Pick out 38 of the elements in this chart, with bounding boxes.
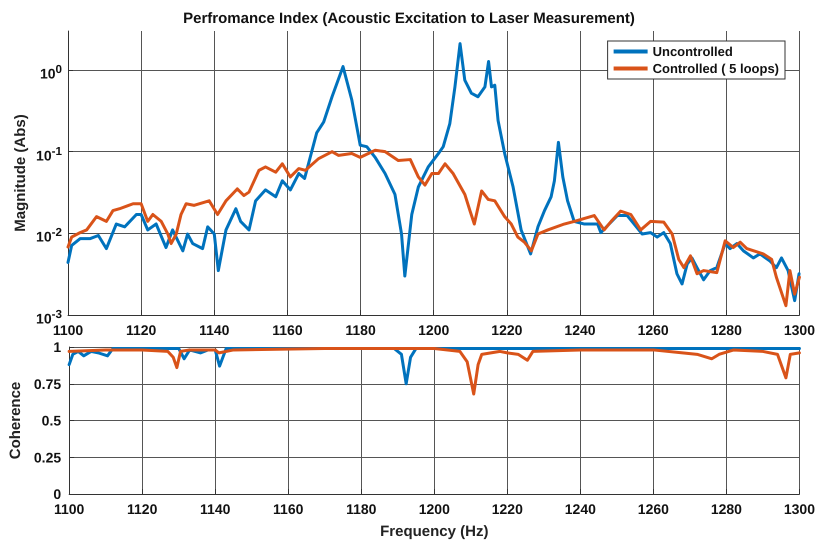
x-tick-label: 1140 xyxy=(200,501,231,517)
x-tick-label: 1280 xyxy=(710,322,742,338)
y-tick-label: 0 xyxy=(53,486,62,502)
x-tick-label: 1220 xyxy=(492,501,524,517)
x-tick-label: 1180 xyxy=(346,501,377,517)
x-tick-label: 1300 xyxy=(784,322,816,338)
x-tick-label: 1120 xyxy=(126,322,157,338)
legend-label: Uncontrolled xyxy=(652,44,733,59)
x-tick-label: 1140 xyxy=(199,322,230,338)
x-tick-label: 1200 xyxy=(418,322,450,338)
x-tick-label: 1280 xyxy=(710,501,742,517)
x-axis-title: Frequency (Hz) xyxy=(380,523,488,540)
x-tick-label: 1220 xyxy=(491,322,523,338)
legend-label: Controlled ( 5 loops) xyxy=(652,61,780,76)
y-tick-label: 1 xyxy=(53,339,62,355)
x-tick-label: 1100 xyxy=(52,322,84,338)
x-tick-label: 1160 xyxy=(272,322,303,338)
y-tick-label: 0.75 xyxy=(34,376,62,392)
x-tick-label: 1120 xyxy=(126,501,158,517)
line-series xyxy=(66,42,801,302)
y-tick-label: 10$^{0}$ xyxy=(40,62,62,82)
x-tick-label: 1100 xyxy=(54,501,85,517)
x-tick-label: 1160 xyxy=(273,501,304,517)
y-tick-label: 0.25 xyxy=(34,449,62,466)
x-tick-label: 1200 xyxy=(418,501,450,517)
x-tick-label: 1180 xyxy=(345,322,376,338)
y-axis-title: Magnitude (Abs) xyxy=(12,114,29,232)
x-tick-label: 1260 xyxy=(638,501,670,517)
x-tick-label: 1240 xyxy=(564,501,596,517)
y-axis-title: Coherence xyxy=(7,382,24,460)
x-tick-label: 1260 xyxy=(638,322,669,338)
chart-title: Perfromance Index (Acoustic Excitation to Laser Measurement) xyxy=(183,10,635,27)
y-tick-label: 0.5 xyxy=(42,412,62,428)
x-tick-label: 1240 xyxy=(564,322,596,338)
x-tick-label: 1300 xyxy=(784,501,816,517)
y-tick-label: 10$^{-2}$ xyxy=(36,225,62,245)
line-series xyxy=(66,148,801,308)
y-tick-label: 10$^{-1}$ xyxy=(36,144,62,164)
